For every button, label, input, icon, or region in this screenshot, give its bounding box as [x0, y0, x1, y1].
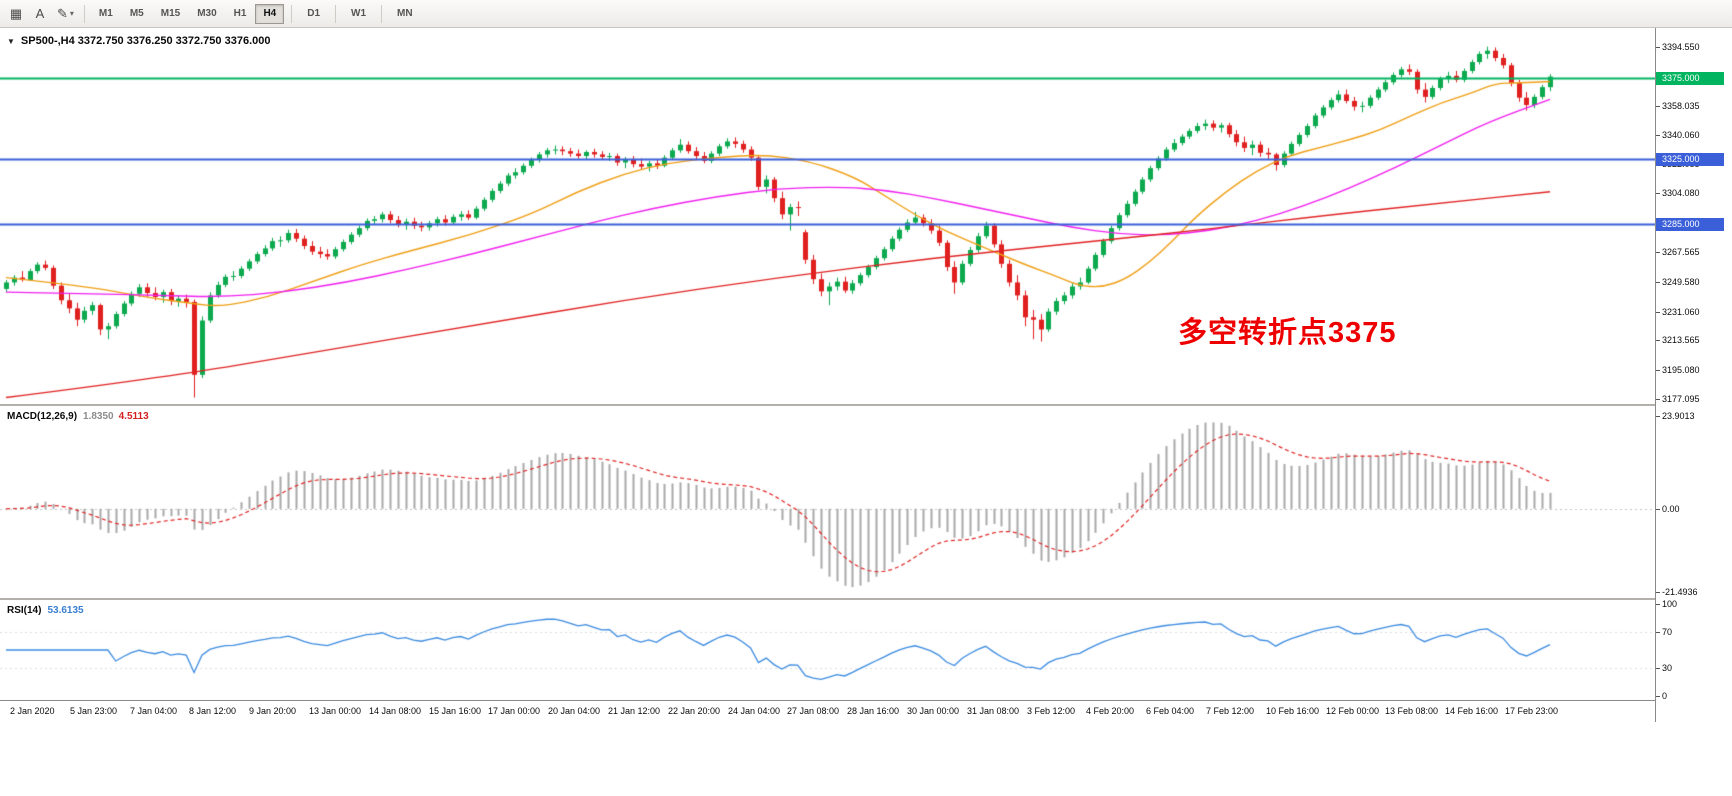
axis-tick-rsi-0: 0	[1655, 691, 1668, 701]
timeframe-button-m1[interactable]: M1	[98, 8, 113, 19]
time-axis-label: 14 Jan 08:00	[369, 706, 422, 716]
axis-tick-rsi-30: 30	[1655, 663, 1673, 674]
tool-buttons: ▦ A ✎ ▾	[5, 3, 78, 25]
macd-panel: MACD(12,26,9) 1.8350 4.5113	[0, 406, 1655, 598]
axis-tick-3249.580: 3249.580	[1656, 276, 1700, 287]
time-axis-label: 20 Jan 04:00	[548, 706, 601, 716]
price-level-badge-3285.000: 3285.000	[1656, 218, 1724, 231]
panel-separator[interactable]	[0, 404, 1732, 406]
toolbar-separator	[291, 4, 293, 23]
time-axis-label: 13 Feb 08:00	[1385, 706, 1439, 716]
time-axis-label: 5 Jan 23:00	[70, 706, 118, 716]
toolbar-separator	[83, 4, 85, 23]
rsi-name: RSI(14)	[7, 605, 42, 616]
time-axis-label: 27 Jan 08:00	[787, 706, 840, 716]
chart-menu-icon[interactable]: ▼	[7, 36, 15, 46]
price-annotation-text[interactable]: 多空转折点3375	[1178, 317, 1397, 349]
time-axis-label: 17 Jan 00:00	[488, 706, 541, 716]
axis-tick-3358.035: 3358.035	[1656, 100, 1700, 111]
timeframe-button-mn[interactable]: MN	[397, 8, 413, 19]
timeframe-button-m15[interactable]: M15	[160, 8, 181, 19]
chart-title: ▼ SP500-,H4 3372.750 3376.250 3372.750 3…	[7, 35, 270, 47]
text-tool-button[interactable]: A	[35, 6, 45, 21]
time-axis-label: 24 Jan 04:00	[728, 706, 781, 716]
time-axis-label: 6 Feb 04:00	[1146, 706, 1195, 716]
timeframe-button-w1[interactable]: W1	[351, 8, 367, 19]
price-level-badge-3325.000: 3325.000	[1656, 153, 1724, 166]
axis-tick-macd--21.4936: -21.4936	[1656, 587, 1698, 598]
rsi-chart-canvas[interactable]	[0, 600, 1655, 700]
axis-tick-3394.550: 3394.550	[1656, 41, 1700, 52]
time-axis-label: 7 Feb 12:00	[1206, 706, 1255, 716]
axis-tick-rsi-70: 70	[1655, 626, 1673, 637]
rsi-value: 53.6135	[47, 605, 84, 616]
time-axis-label: 12 Feb 00:00	[1326, 706, 1380, 716]
time-axis-label: 3 Feb 12:00	[1027, 706, 1076, 716]
axis-tick-3213.565: 3213.565	[1656, 334, 1700, 345]
timeframe-button-h4[interactable]: H4	[255, 3, 285, 24]
timeframe-button-m30[interactable]: M30	[197, 8, 217, 19]
timeframe-button-d1[interactable]: D1	[307, 8, 321, 19]
rsi-panel: RSI(14) 53.6135	[0, 600, 1655, 700]
candlestick-chart-canvas[interactable]	[0, 28, 1655, 404]
chart-windows-icon[interactable]: ▦	[9, 5, 23, 21]
time-axis[interactable]: 2 Jan 2020 5 Jan 23:00 7 Jan 04:00 8 Jan 12…	[0, 700, 1655, 722]
timeframe-toolbar: M1 M5 M15 M30 H1 H4 D1 W1 MN	[91, 3, 421, 24]
time-axis-label: 13 Jan 00:00	[309, 706, 362, 716]
macd-label: MACD(12,26,9) 1.8350 4.5113	[7, 411, 149, 422]
main-chart-panel: ▼ SP500-,H4 3372.750 3376.250 3372.750 3…	[0, 28, 1655, 404]
axis-tick-3340.060: 3340.060	[1656, 129, 1700, 140]
time-axis-label: 15 Jan 16:00	[429, 706, 482, 716]
price-axis[interactable]: 3394.5503358.0353340.0603322.0853304.080…	[1655, 28, 1732, 722]
timeframe-button-m5[interactable]: M5	[129, 8, 144, 19]
time-axis-label: 4 Feb 20:00	[1086, 706, 1135, 716]
time-axis-label: 31 Jan 08:00	[967, 706, 1020, 716]
axis-tick-3195.080: 3195.080	[1656, 364, 1700, 375]
time-axis-label: 14 Feb 16:00	[1445, 706, 1499, 716]
time-axis-label: 30 Jan 00:00	[907, 706, 960, 716]
axis-tick-macd-23.9013: 23.9013	[1656, 411, 1695, 422]
axis-tick-macd-0.00: 0.00	[1656, 503, 1680, 514]
time-axis-label: 21 Jan 12:00	[608, 706, 661, 716]
price-level-badge-3375.000: 3375.000	[1656, 72, 1724, 85]
macd-value-signal: 4.5113	[118, 411, 149, 422]
time-axis-label: 22 Jan 20:00	[668, 706, 721, 716]
toolbar-separator	[335, 4, 337, 23]
drawing-tools-icon[interactable]: ✎ ▾	[57, 5, 74, 21]
rsi-label: RSI(14) 53.6135	[7, 605, 84, 616]
axis-tick-rsi-100: 100	[1655, 599, 1678, 609]
axis-tick-3304.080: 3304.080	[1656, 188, 1700, 199]
drawing-tools-icon-caret: ▾	[69, 9, 74, 18]
macd-value-main: 1.8350	[83, 411, 114, 422]
time-axis-label: 9 Jan 20:00	[249, 706, 297, 716]
timeframe-button-h1[interactable]: H1	[233, 8, 247, 19]
toolbar-separator	[381, 4, 383, 23]
time-axis-label: 7 Jan 04:00	[130, 706, 178, 716]
macd-name: MACD(12,26,9)	[7, 411, 78, 422]
toolbar: ▦ A ✎ ▾ M1 M5 M15 M30 H1 H4 D1 W1 MN	[0, 0, 1732, 28]
time-axis-label: 10 Feb 16:00	[1266, 706, 1320, 716]
macd-chart-canvas[interactable]	[0, 406, 1655, 598]
chart-title-text: SP500-,H4 3372.750 3376.250 3372.750 337…	[20, 35, 271, 47]
time-axis-label: 8 Jan 12:00	[189, 706, 237, 716]
axis-tick-3177.095: 3177.095	[1656, 393, 1700, 404]
time-axis-label: 2 Jan 2020	[10, 706, 55, 716]
time-axis-label: 17 Feb 23:00	[1505, 706, 1559, 716]
axis-tick-3231.060: 3231.060	[1656, 306, 1700, 317]
panel-separator[interactable]	[0, 598, 1732, 600]
axis-tick-3267.565: 3267.565	[1656, 247, 1700, 258]
time-axis-label: 28 Jan 16:00	[847, 706, 900, 716]
